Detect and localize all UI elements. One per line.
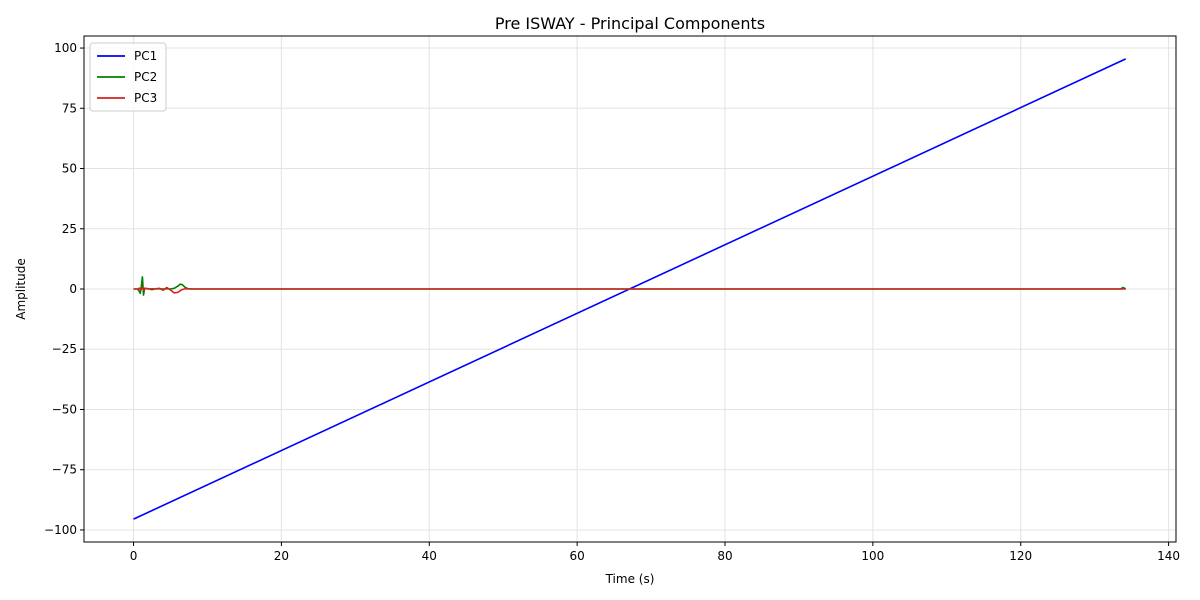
y-tick-label: 0 — [69, 282, 77, 296]
x-tick-label: 20 — [274, 549, 289, 563]
x-tick-label: 140 — [1157, 549, 1180, 563]
x-tick-label: 80 — [717, 549, 732, 563]
series-line-pc3 — [133, 286, 1126, 294]
legend: PC1 PC2 PC3 — [89, 42, 167, 112]
x-tick-label: 0 — [130, 549, 138, 563]
y-tick-label: −100 — [44, 523, 77, 537]
y-tick-label: −25 — [52, 342, 77, 356]
ticks: 0 20 40 60 80 100 120 140 −100 −75 −50 −25 0 25 50 75 10… — [44, 41, 1180, 563]
y-tick-label: 75 — [62, 101, 77, 115]
y-tick-label: 25 — [62, 222, 77, 236]
y-tick-label: −50 — [52, 402, 77, 416]
x-axis-label: Time (s) — [605, 572, 655, 586]
x-tick-label: 120 — [1009, 549, 1032, 563]
chart-title: Pre ISWAY - Principal Components — [495, 14, 765, 33]
x-tick-label: 100 — [861, 549, 884, 563]
legend-label-pc1: PC1 — [134, 49, 157, 63]
legend-box — [89, 42, 167, 112]
y-tick-label: 100 — [54, 41, 77, 55]
x-tick-label: 60 — [569, 549, 584, 563]
x-tick-label: 40 — [422, 549, 437, 563]
legend-label-pc3: PC3 — [134, 91, 157, 105]
y-tick-label: 50 — [62, 162, 77, 176]
series-lines — [133, 58, 1127, 520]
y-tick-label: −75 — [52, 463, 77, 477]
legend-label-pc2: PC2 — [134, 70, 157, 84]
y-axis-label: Amplitude — [14, 258, 28, 320]
